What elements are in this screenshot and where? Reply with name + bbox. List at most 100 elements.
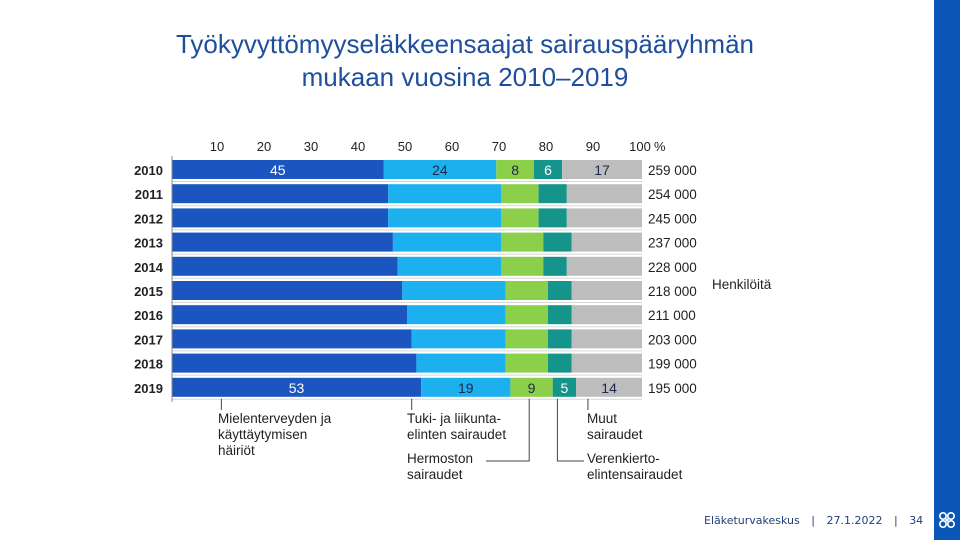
bar-segment-circulatory [538, 184, 567, 204]
x-tick-label: 90 [586, 139, 600, 154]
footer-separator: | [893, 514, 898, 527]
bar-segment-circulatory [548, 281, 572, 300]
bar-segment-circulatory [548, 353, 572, 373]
row-total-label: 245 000 [648, 211, 697, 226]
brand-logo-icon [938, 511, 956, 529]
bar-segment-musculoskeletal [421, 377, 511, 397]
data-label: 19 [458, 380, 474, 396]
y-category-label: 2012 [134, 211, 163, 226]
bar-segment-other [571, 281, 642, 300]
bar-segment-other [571, 232, 642, 252]
annotation-label: käyttäytymisen [218, 427, 307, 442]
bar-segment-nervous [501, 184, 539, 204]
bar-segment-mental [172, 208, 389, 228]
row-total-label: 237 000 [648, 236, 697, 251]
bar-segment-circulatory [548, 305, 572, 325]
y-category-label: 2019 [134, 381, 163, 396]
annotation-label: Mielenterveyden ja [218, 411, 332, 426]
bar-segment-nervous [505, 281, 548, 300]
row-total-label: 218 000 [648, 284, 697, 299]
y-category-label: 2014 [134, 260, 164, 275]
bar-segment-mental [172, 160, 384, 179]
row-total-label: 211 000 [648, 308, 696, 323]
bar-segment-musculoskeletal [407, 305, 506, 325]
annotation-label: Tuki- ja liikunta- [407, 411, 501, 426]
bar-segment-circulatory [543, 256, 567, 276]
bar-segment-other [576, 377, 642, 397]
row-total-label: 195 000 [648, 381, 697, 396]
data-label: 24 [432, 162, 448, 178]
footer-date: 27.1.2022 [826, 514, 883, 527]
row-total-label: 199 000 [648, 357, 697, 372]
x-tick-label: 40 [351, 139, 365, 154]
totals-axis-label: Henkilöitä [712, 277, 772, 292]
bar-segment-nervous [505, 353, 548, 373]
bar-segment-circulatory [548, 329, 572, 349]
bar-segment-circulatory [533, 160, 563, 179]
bar-segment-nervous [505, 305, 548, 325]
data-label: 53 [289, 380, 305, 396]
annotation-label: sairaudet [587, 427, 643, 442]
bar-segment-mental [172, 256, 398, 276]
title-line-1: Työkyvyttömyyseläkkeensaajat sairauspäär… [175, 29, 755, 59]
footer-org: Eläketurvakeskus [704, 514, 800, 527]
bar-segment-other [571, 329, 642, 349]
x-tick-label: 20 [257, 139, 271, 154]
bar-segment-other [566, 184, 642, 204]
y-category-label: 2011 [135, 187, 163, 202]
footer: Eläketurvakeskus | 27.1.2022 | 34 [700, 514, 923, 527]
x-tick-label: 10 [210, 139, 224, 154]
data-label: 45 [270, 162, 286, 178]
annotation-label: sairaudet [407, 467, 463, 482]
data-label: 14 [601, 380, 617, 396]
bar-segment-other [562, 160, 642, 179]
title-line-2: mukaan vuosina 2010–2019 [301, 62, 629, 92]
row-total-label: 203 000 [648, 332, 697, 347]
bar-segment-circulatory [552, 377, 577, 397]
row-total-label: 228 000 [648, 260, 697, 275]
annotation-label: Muut [587, 411, 617, 426]
bar-segment-nervous [501, 208, 539, 228]
bar-segment-mental [172, 329, 412, 349]
bar-segment-nervous [510, 377, 553, 397]
y-category-label: 2018 [134, 357, 163, 372]
page-title: Työkyvyttömyyseläkkeensaajat sairauspäär… [60, 28, 870, 94]
bar-segment-other [571, 305, 642, 325]
brand-side-bar [934, 0, 960, 540]
footer-separator: | [811, 514, 815, 527]
annotation-label: häiriöt [218, 443, 255, 458]
annotation-label: elinten sairaudet [407, 427, 506, 442]
bar-segment-mental [172, 305, 407, 325]
x-tick-label: 100 [629, 139, 651, 154]
bar-segment-musculoskeletal [383, 160, 497, 179]
stacked-bar-chart: 10 20 30 40 50 60 70 80 90 100 % 45 24 8 6 17 2010 259 00… [134, 139, 772, 482]
data-label: 9 [528, 380, 536, 396]
annotation-leader-line [556, 398, 584, 462]
data-label: 17 [594, 162, 610, 178]
x-unit-label: % [654, 139, 666, 154]
data-label: 8 [511, 162, 519, 178]
bar-segment-other [566, 208, 642, 228]
bar-segment-musculoskeletal [416, 353, 506, 373]
bar-segment-mental [172, 353, 417, 373]
bar-segment-musculoskeletal [388, 208, 501, 228]
bar-segment-nervous [501, 232, 544, 252]
bar-segment-mental [172, 281, 403, 300]
x-tick-label: 50 [398, 139, 412, 154]
footer-page-number: 34 [909, 514, 924, 527]
bar-segment-mental [172, 184, 389, 204]
x-tick-label: 60 [445, 139, 459, 154]
data-label: 6 [544, 162, 552, 178]
bar-segment-other [566, 256, 642, 276]
bar-segment-musculoskeletal [411, 329, 506, 349]
bar-segment-nervous [501, 256, 544, 276]
bar-segment-mental [172, 232, 393, 252]
row-total-label: 259 000 [648, 163, 697, 178]
y-category-label: 2013 [134, 236, 163, 251]
row-total-label: 254 000 [648, 187, 697, 202]
annotation-leader-line [486, 398, 530, 462]
bar-segment-musculoskeletal [388, 184, 501, 204]
bar-segment-circulatory [543, 232, 572, 252]
data-label: 5 [561, 380, 569, 396]
bar-segment-nervous [496, 160, 534, 179]
